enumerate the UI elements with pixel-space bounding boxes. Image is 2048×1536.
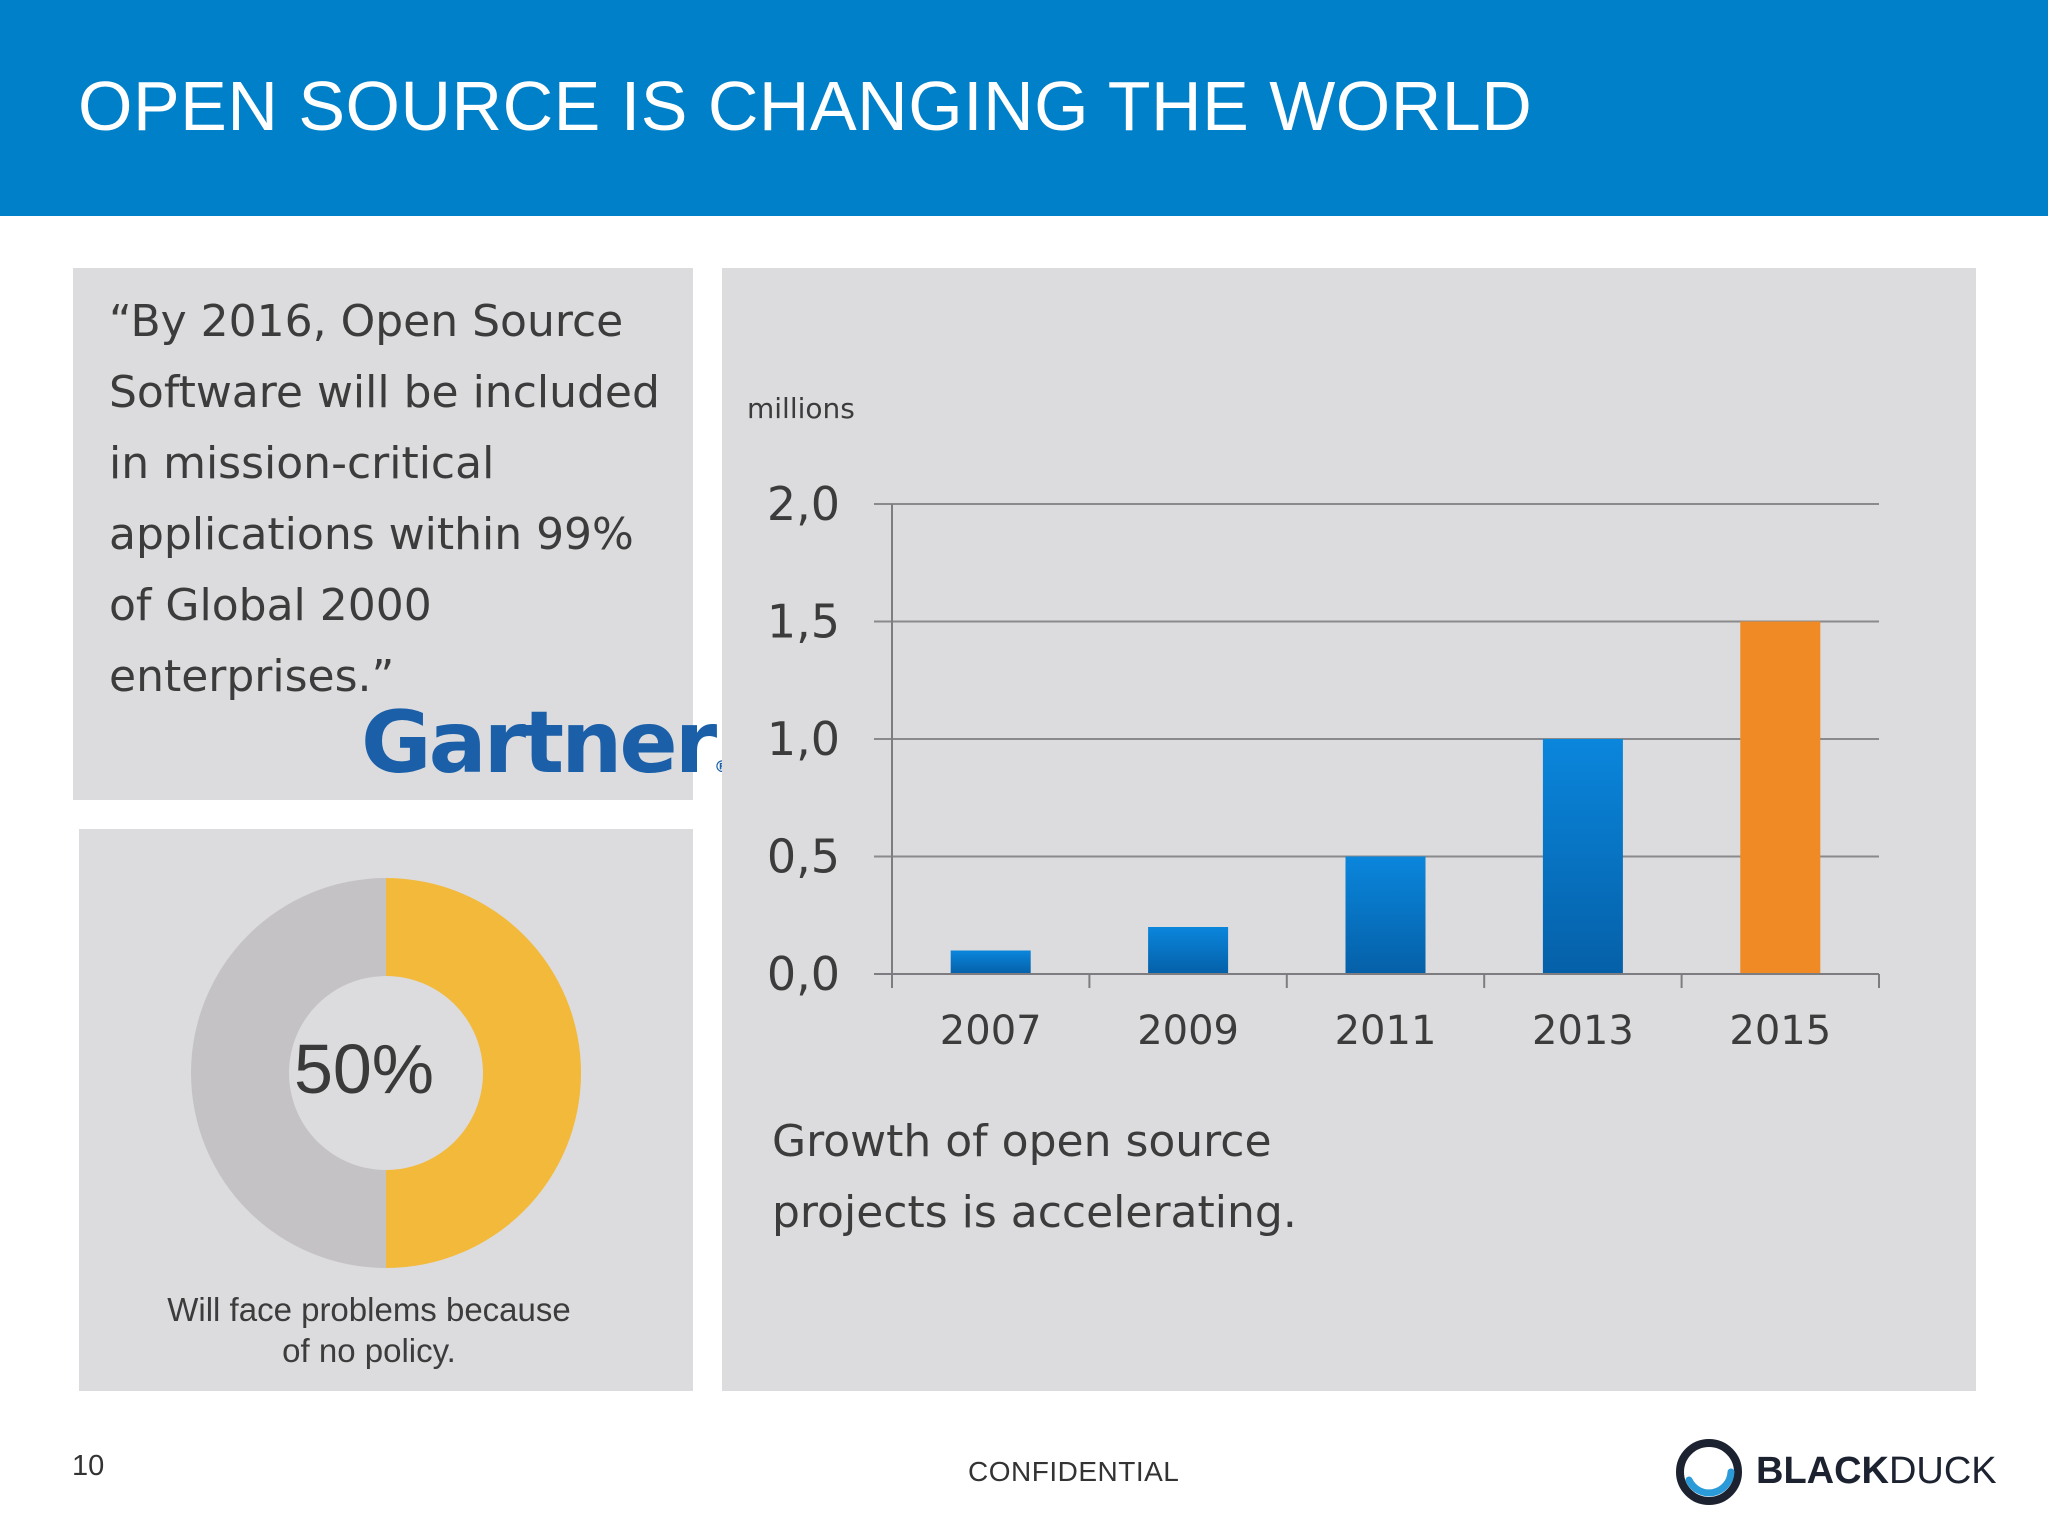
confidential-label: CONFIDENTIAL (968, 1456, 1180, 1487)
gartner-logo-text: Gartner (361, 693, 717, 793)
donut-hole (289, 976, 483, 1170)
page-number: 10 (72, 1450, 105, 1482)
y-tick-label: 0,0 (767, 947, 840, 1001)
blackduck-logo-icon (1676, 1439, 1742, 1505)
x-tick-label-2013: 2013 (1532, 1008, 1634, 1054)
title-bar: OPEN SOURCE IS CHANGING THE WORLD (0, 0, 2048, 216)
bar-2015 (1740, 621, 1821, 974)
x-tick-label-2009: 2009 (1137, 1008, 1239, 1054)
blackduck-logo: BLACKDUCK (1673, 1436, 1997, 1508)
bar-2011 (1345, 856, 1426, 974)
bar-chart: millions 0,0 0,5 1,0 1,5 2,0 2007 2009 2011 201… (747, 392, 1880, 1054)
gartner-logo: Gartner® (361, 693, 730, 793)
chart-caption: Growth of open source projects is accele… (772, 1116, 1297, 1238)
slide-title: OPEN SOURCE IS CHANGING THE WORLD (78, 67, 1533, 145)
axes (874, 504, 1880, 988)
x-tick-label-2015: 2015 (1729, 1008, 1831, 1054)
bar-2013 (1542, 739, 1623, 974)
donut-panel: 50% Will face problems because of no pol… (79, 829, 693, 1391)
blackduck-logo-text: BLACKDUCK (1756, 1450, 1997, 1493)
x-tick-label-2011: 2011 (1335, 1008, 1437, 1054)
bars (950, 621, 1821, 974)
logo-duck: DUCK (1888, 1450, 1997, 1492)
y-tick-label: 2,0 (767, 477, 840, 531)
y-unit-label: millions (747, 392, 855, 425)
donut-filled-arc (386, 878, 581, 1268)
donut-percent-label: 50% (293, 1030, 435, 1108)
gartner-quote: “By 2016, Open Source Software will be i… (109, 296, 660, 702)
bar-2009 (1148, 927, 1229, 974)
gridlines (874, 503, 1879, 858)
logo-black: BLACK (1756, 1450, 1889, 1492)
x-tick-label-2007: 2007 (940, 1008, 1042, 1054)
x-tick-labels: 2007 2009 2011 2013 2015 (940, 1008, 1831, 1054)
chart-panel: millions 0,0 0,5 1,0 1,5 2,0 2007 2009 2011 201… (722, 268, 1976, 1391)
quote-panel: “By 2016, Open Source Software will be i… (73, 268, 730, 800)
y-tick-label: 0,5 (767, 830, 840, 884)
donut-remaining-arc (191, 878, 386, 1268)
bar-2007 (950, 950, 1031, 974)
y-tick-label: 1,5 (767, 595, 840, 649)
donut-chart (191, 878, 581, 1268)
y-tick-labels: 0,0 0,5 1,0 1,5 2,0 (767, 477, 840, 1001)
donut-caption: Will face problems because of no policy. (167, 1291, 571, 1369)
y-tick-label: 1,0 (767, 712, 840, 766)
